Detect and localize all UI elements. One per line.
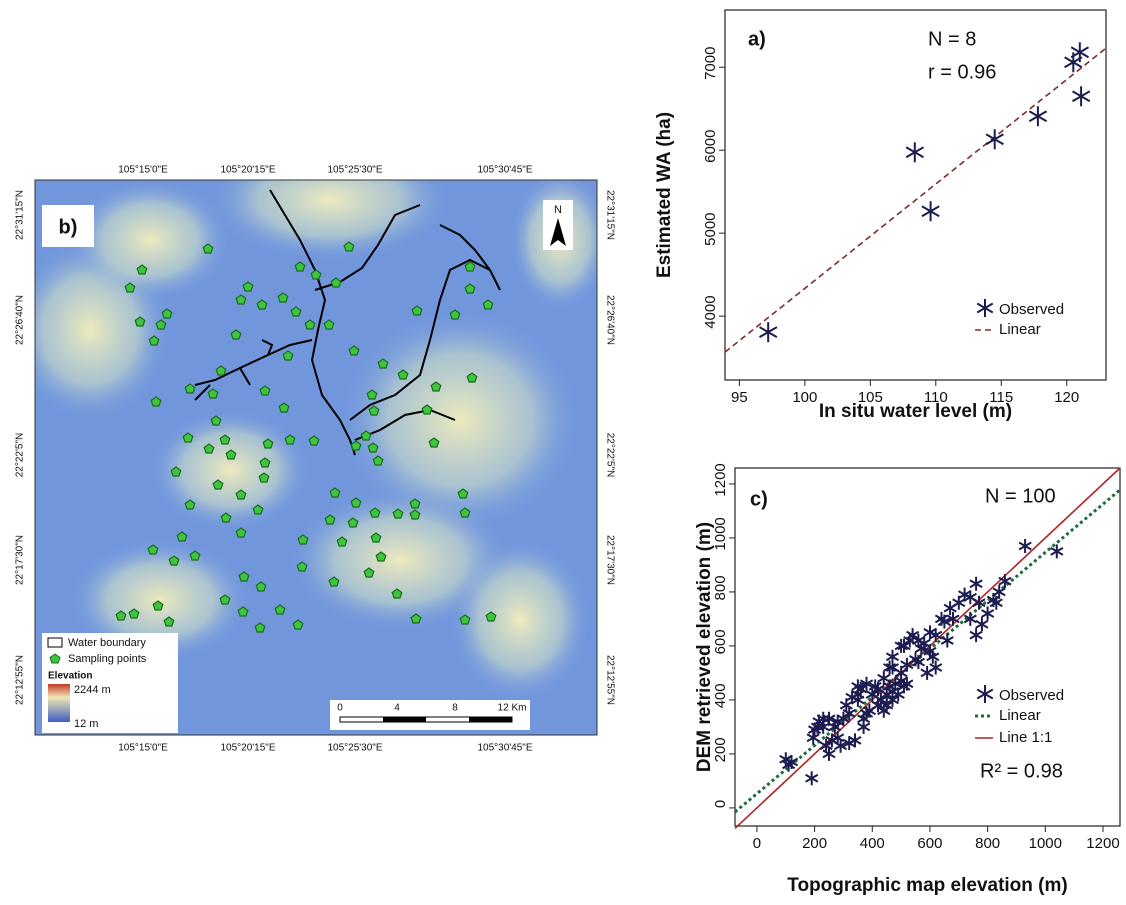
x-axis-title: Topographic map elevation (m) (787, 875, 1067, 896)
lat-label: 22°31'15"N (604, 190, 615, 240)
point (849, 733, 861, 747)
scale-label: 8 (452, 703, 458, 714)
x-tick-label: 1000 (1029, 835, 1062, 852)
lon-label: 105°25'30"E (327, 165, 382, 176)
lon-label: 105°20'15"E (220, 743, 275, 754)
x-tick-label: 200 (802, 835, 827, 852)
annotation: R² = 0.98 (980, 760, 1063, 782)
legend-marker (977, 685, 993, 703)
point (990, 596, 1002, 610)
point (906, 142, 923, 162)
figure: b) N Water boundary Sampling points Elev… (0, 0, 1126, 900)
legend-marker (977, 299, 993, 317)
panel-label: c) (750, 488, 768, 510)
annotation: N = 100 (985, 485, 1056, 507)
x-tick-label: 120 (1054, 389, 1079, 406)
elevation-ramp (48, 684, 70, 722)
annotation: r = 0.96 (928, 61, 996, 83)
x-tick-label: 1200 (1086, 835, 1119, 852)
x-axis-title: In situ water level (m) (819, 401, 1012, 422)
point (970, 628, 982, 642)
point (1051, 544, 1063, 558)
lon-label: 105°15'0"E (118, 743, 168, 754)
point (760, 322, 777, 342)
lat-label: 22°31'15"N (15, 190, 26, 240)
legend-label: Sampling points (68, 653, 147, 665)
scale-label: 4 (394, 703, 400, 714)
point (806, 771, 818, 785)
north-label: N (554, 204, 562, 216)
point (941, 634, 953, 648)
point (921, 666, 933, 680)
point (1019, 539, 1031, 553)
lat-label: 22°22'5"N (604, 433, 615, 478)
annotation: N = 8 (928, 28, 976, 50)
lat-label: 22°17'30"N (15, 535, 26, 585)
x-tick-label: 600 (917, 835, 942, 852)
x-tick-label: 95 (731, 389, 748, 406)
panel-label: b) (59, 216, 78, 238)
elevation-min: 12 m (74, 718, 98, 730)
y-tick-label: 1200 (712, 463, 729, 496)
y-tick-label: 6000 (702, 130, 719, 163)
point (922, 201, 939, 221)
point (999, 574, 1011, 588)
y-tick-label: 7000 (702, 47, 719, 80)
lon-label: 105°30'45"E (477, 743, 532, 754)
lon-label: 105°15'0"E (118, 165, 168, 176)
scale-bar-segment (469, 717, 512, 722)
lat-label: 22°12'55"N (604, 655, 615, 705)
legend-label: Linear (999, 321, 1041, 338)
elevation-max: 2244 m (74, 684, 111, 696)
y-tick-label: 4000 (702, 295, 719, 328)
x-tick-label: 400 (860, 835, 885, 852)
point (1073, 86, 1090, 106)
lat-label: 22°12'55"N (15, 655, 26, 705)
lon-label: 105°25'30"E (327, 743, 382, 754)
point (823, 747, 835, 761)
point (901, 677, 913, 691)
point (924, 625, 936, 639)
scale-label: 0 (337, 703, 343, 714)
point (964, 590, 976, 604)
point (970, 577, 982, 591)
point (832, 731, 844, 745)
lat-label: 22°17'30"N (604, 535, 615, 585)
x-tick-label: 800 (975, 835, 1000, 852)
legend-water-swatch (48, 638, 62, 647)
point (976, 617, 988, 631)
x-tick-label: 100 (792, 389, 817, 406)
lat-label: 22°26'40"N (15, 295, 26, 345)
lat-label: 22°26'40"N (604, 295, 615, 345)
point (944, 601, 956, 615)
plot-frame (725, 10, 1106, 380)
y-axis-title: DEM retrieved elevation (m) (694, 522, 715, 772)
x-tick-label: 0 (753, 835, 761, 852)
page: {"chart_data": [ {"type": "scatter", "pa… (0, 0, 1126, 900)
map: b) N Water boundary Sampling points Elev… (10, 140, 610, 735)
lon-label: 105°30'45"E (477, 165, 532, 176)
point (912, 655, 924, 669)
point (982, 607, 994, 621)
lon-label: 105°20'15"E (220, 165, 275, 176)
point (930, 661, 942, 675)
panel-label: a) (748, 28, 766, 50)
lat-label: 22°22'5"N (15, 433, 26, 478)
y-tick-label: 0 (712, 800, 729, 808)
scale-label: 12 Km (498, 703, 527, 714)
legend-label: Linear (999, 707, 1041, 724)
legend-label: Line 1:1 (999, 729, 1052, 746)
legend-label: Observed (999, 687, 1064, 704)
scale-bar-segment (383, 717, 426, 722)
y-axis-title: Estimated WA (ha) (654, 112, 675, 278)
point (1029, 106, 1046, 126)
y-tick-label: 5000 (702, 212, 719, 245)
legend-label: Water boundary (68, 637, 146, 649)
legend-label: Observed (999, 301, 1064, 318)
elevation-title: Elevation (48, 671, 92, 682)
